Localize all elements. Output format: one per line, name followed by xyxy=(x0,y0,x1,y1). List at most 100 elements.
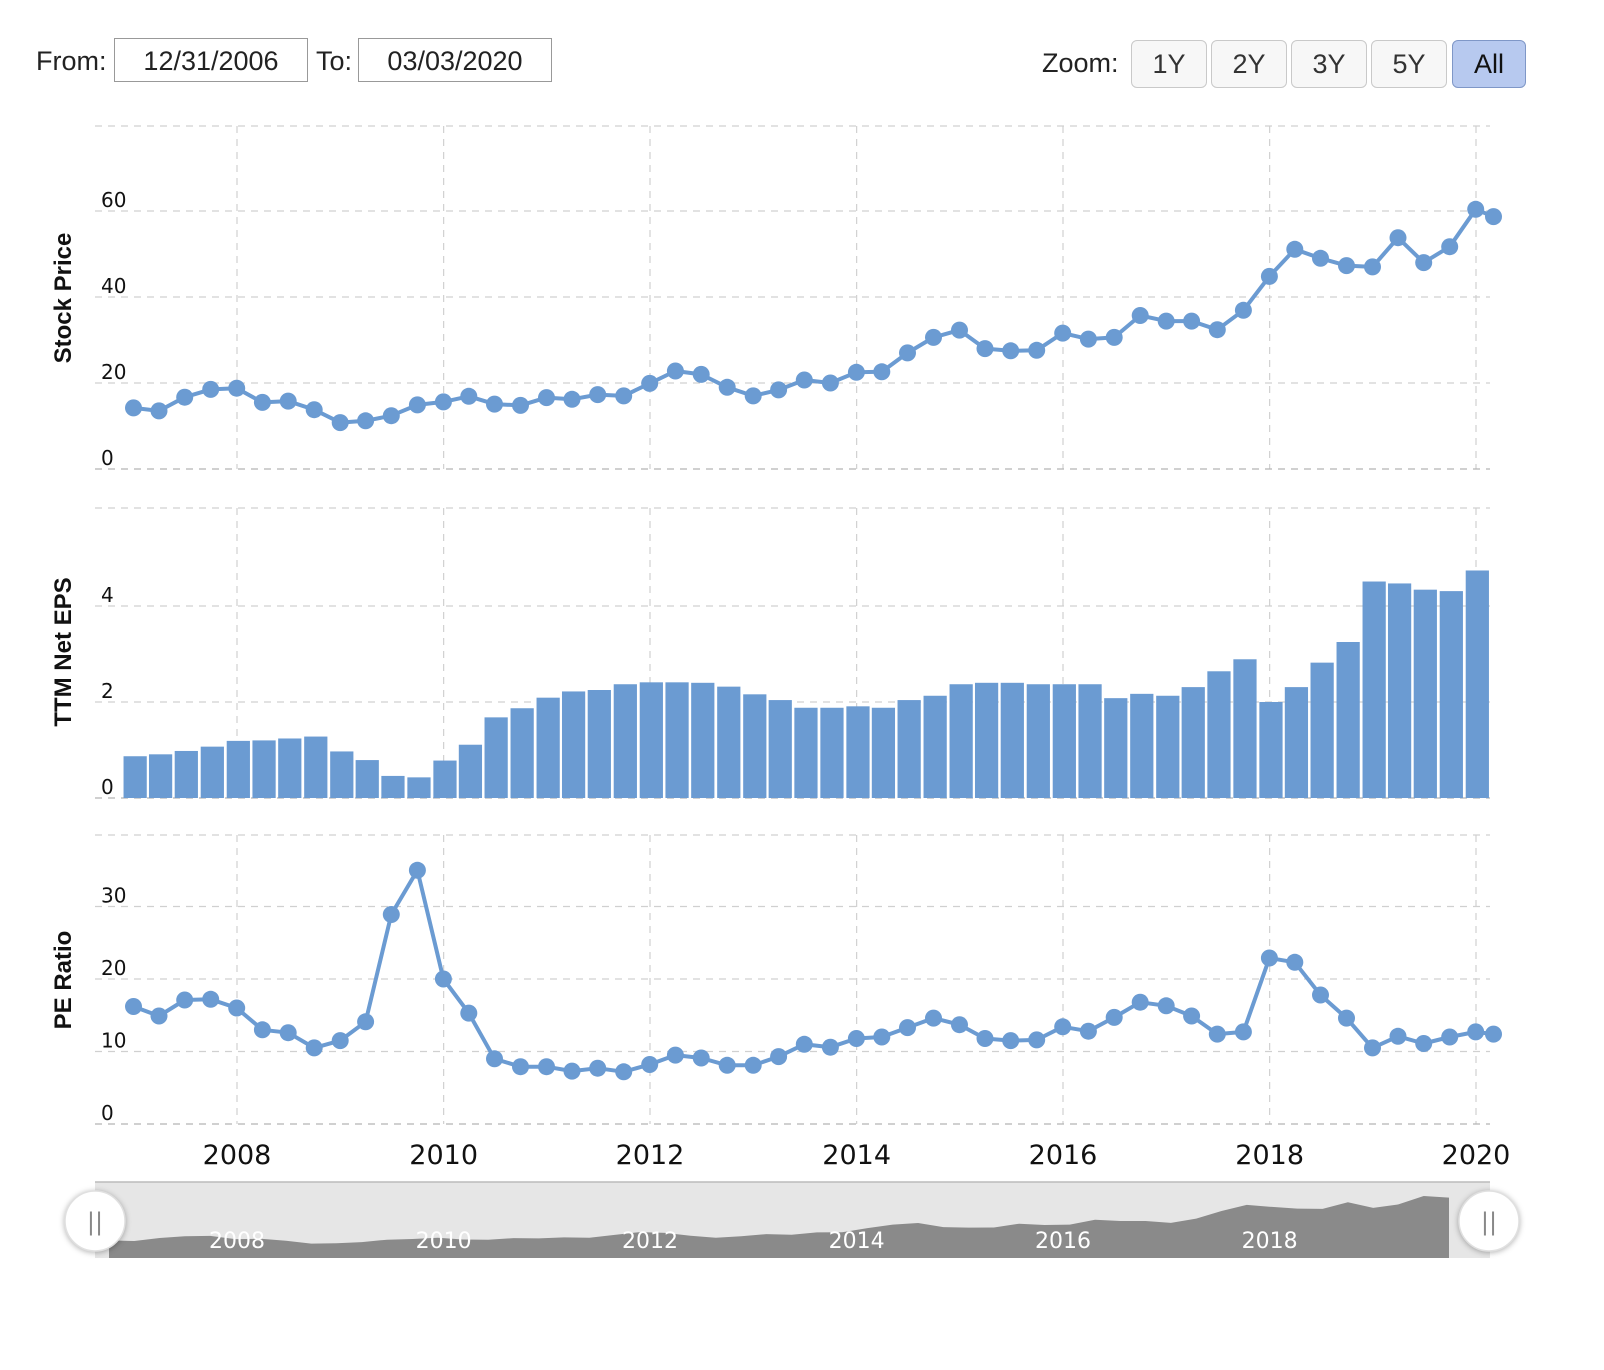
zoom-1y-button[interactable]: 1Y xyxy=(1131,40,1207,88)
stock-data-point xyxy=(1079,330,1097,348)
x-tick-label: 2010 xyxy=(409,1140,478,1171)
stock-data-point xyxy=(305,401,323,419)
stock-data-point xyxy=(1183,312,1201,330)
stock-data-point xyxy=(150,402,168,420)
stock-data-point xyxy=(925,328,942,346)
stock-data-point xyxy=(563,390,581,408)
navigator-tick-label: 2012 xyxy=(622,1229,678,1254)
stock-ytick-label: 20 xyxy=(101,360,126,384)
pe-data-point xyxy=(150,1007,168,1025)
pe-data-point xyxy=(615,1063,633,1081)
eps-bar xyxy=(1284,687,1309,798)
stock-data-point xyxy=(641,374,659,392)
pe-data-point xyxy=(279,1024,297,1042)
stock-data-point xyxy=(873,363,891,381)
navigator-left-handle[interactable] xyxy=(64,1190,126,1252)
pe-panel: 0 10 20 30 xyxy=(101,861,1502,1125)
drag-handle-icon: || xyxy=(1481,1208,1497,1236)
pe-data-point xyxy=(976,1030,994,1047)
from-label: From: xyxy=(36,46,107,76)
pe-data-point xyxy=(744,1056,762,1074)
pe-data-point xyxy=(1208,1025,1226,1043)
eps-bar xyxy=(536,697,560,798)
eps-ytick-label: 4 xyxy=(101,583,114,607)
pe-data-point xyxy=(821,1038,839,1056)
navigator[interactable]: 2008 2010 2012 2014 2016 2018 || || xyxy=(64,1181,1520,1258)
zoom-3y-button[interactable]: 3Y xyxy=(1291,40,1367,88)
eps-bar xyxy=(510,708,534,798)
stock-data-point xyxy=(1157,312,1175,330)
pe-ytick-label: 10 xyxy=(101,1029,126,1053)
eps-bar xyxy=(1259,702,1283,798)
stock-data-point xyxy=(718,378,736,396)
zoom-5y-button[interactable]: 5Y xyxy=(1371,40,1447,88)
eps-bar xyxy=(1104,698,1128,798)
zoom-label: Zoom: xyxy=(1042,48,1119,78)
pe-data-point xyxy=(666,1046,684,1064)
stock-data-point xyxy=(589,386,607,404)
stock-data-point xyxy=(1286,240,1304,258)
eps-bar xyxy=(639,682,663,798)
to-date-input[interactable]: 03/03/2020 xyxy=(358,38,552,82)
stock-data-point xyxy=(176,388,194,406)
pe-data-point xyxy=(460,1004,478,1022)
stock-data-point xyxy=(1441,238,1459,256)
eps-bar xyxy=(1026,684,1050,798)
axis-titles: Stock Price TTM Net EPS PE Ratio xyxy=(50,233,77,1030)
stock-data-point xyxy=(279,392,297,410)
stock-data-point xyxy=(951,321,968,339)
stock-data-point xyxy=(615,387,633,405)
from-date-input[interactable]: 12/31/2006 xyxy=(114,38,308,82)
eps-bar xyxy=(1000,682,1024,798)
x-tick-label: 2020 xyxy=(1442,1140,1511,1171)
eps-bar xyxy=(330,751,354,798)
stock-data-point xyxy=(382,407,400,425)
eps-bar xyxy=(717,686,741,798)
pe-data-point xyxy=(1364,1039,1381,1057)
zoom-all-button[interactable]: All xyxy=(1452,40,1526,88)
eps-bar xyxy=(252,740,276,798)
navigator-tick-label: 2010 xyxy=(416,1229,472,1254)
pe-data-point xyxy=(408,861,426,879)
eps-bar xyxy=(923,695,947,798)
eps-bar xyxy=(1362,581,1386,798)
x-tick-label: 2018 xyxy=(1235,1140,1304,1171)
pe-data-point xyxy=(1338,1009,1355,1027)
x-axis: 2008 2010 2012 2014 2016 2018 2020 xyxy=(203,1140,1511,1171)
stock-data-point xyxy=(486,395,503,413)
pe-data-point xyxy=(331,1032,349,1050)
pe-data-point xyxy=(176,991,194,1009)
x-tick-label: 2014 xyxy=(822,1140,891,1171)
pe-data-point xyxy=(847,1030,865,1047)
pe-data-point xyxy=(1485,1025,1502,1043)
eps-bar xyxy=(587,690,611,798)
eps-bar xyxy=(226,740,250,798)
stock-data-point xyxy=(666,362,684,380)
pe-data-point xyxy=(1415,1035,1433,1052)
pe-data-point xyxy=(1105,1008,1123,1026)
stock-price-axis-title: Stock Price xyxy=(50,233,77,364)
stock-data-point xyxy=(331,414,349,432)
pe-data-point xyxy=(434,970,452,988)
eps-bar xyxy=(304,736,328,798)
x-tick-label: 2016 xyxy=(1029,1140,1098,1171)
zoom-2y-button[interactable]: 2Y xyxy=(1211,40,1287,88)
eps-bar xyxy=(123,756,147,798)
stock-data-point xyxy=(1234,301,1252,319)
pe-ytick-label: 0 xyxy=(101,1101,114,1125)
stock-data-point xyxy=(821,374,839,392)
navigator-right-handle[interactable] xyxy=(1458,1190,1520,1252)
pe-data-point xyxy=(873,1028,891,1046)
stock-data-point xyxy=(1208,321,1226,339)
stock-data-point xyxy=(228,379,246,397)
pe-data-point xyxy=(1312,986,1329,1004)
stock-data-point xyxy=(1485,208,1502,226)
eps-bar xyxy=(743,694,767,798)
eps-bar xyxy=(458,744,483,798)
eps-bar xyxy=(1336,642,1360,798)
eps-bar xyxy=(148,754,173,798)
stock-data-point xyxy=(1312,249,1329,267)
stock-ytick-label: 40 xyxy=(101,274,126,298)
eps-bar xyxy=(1413,589,1437,798)
